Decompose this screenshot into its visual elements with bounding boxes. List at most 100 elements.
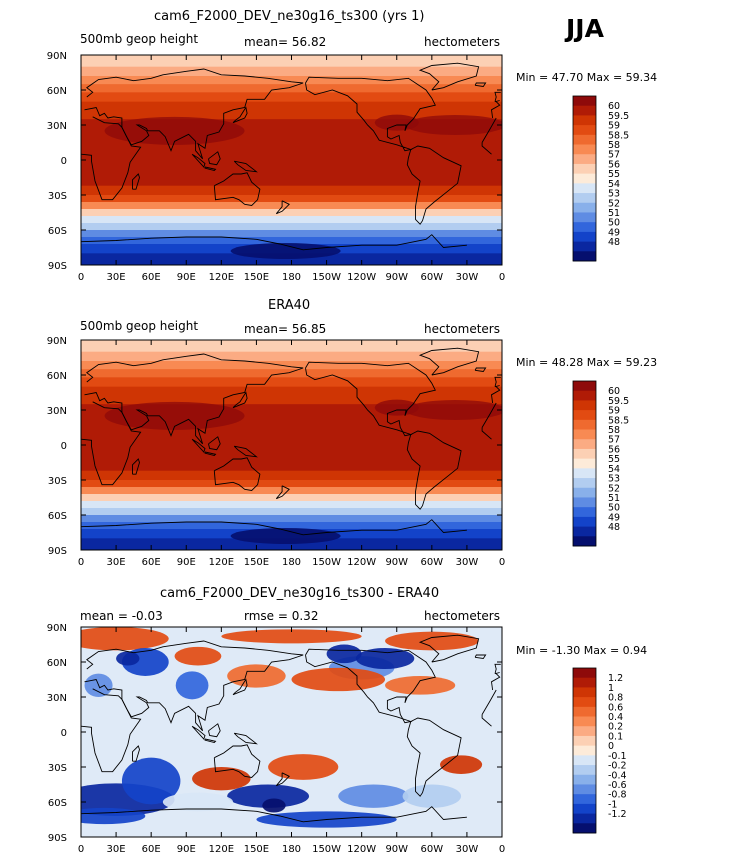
colorbar-label: 51 <box>608 493 620 504</box>
y-tick-label: 90N <box>47 336 67 347</box>
anomaly-blob <box>192 767 251 791</box>
colorbar-label: 57 <box>608 150 620 161</box>
colorbar-box <box>573 735 596 747</box>
panel2-minmax: Min = 48.28 Max = 59.23 <box>516 356 657 369</box>
colorbar-label: -0.6 <box>608 780 627 791</box>
colorbar-label: 50 <box>608 218 620 229</box>
y-tick-label: 90N <box>47 623 67 634</box>
y-tick-label: 90S <box>48 546 67 557</box>
x-tick-label: 120E <box>209 272 234 283</box>
colorbar-label: 48 <box>608 237 620 248</box>
coastline <box>233 732 258 745</box>
colorbar-box <box>573 794 596 805</box>
y-tick-label: 0 <box>61 156 67 167</box>
colorbar-box <box>573 716 596 727</box>
colorbar-label: 1.2 <box>608 673 623 684</box>
zonal-band <box>81 515 502 523</box>
x-tick-label: 30W <box>456 272 479 283</box>
coastline <box>275 200 290 215</box>
colorbar-box <box>573 774 596 785</box>
colorbar-box <box>573 144 596 155</box>
colorbar-label: 0.1 <box>608 731 623 742</box>
x-tick-label: 90W <box>385 844 408 855</box>
colorbar-label: 60 <box>608 101 620 112</box>
x-tick-label: 30W <box>456 844 479 855</box>
anomaly-blob <box>174 646 222 666</box>
coastline <box>406 145 462 225</box>
x-tick-label: 30E <box>107 557 126 568</box>
x-tick-label: 180 <box>282 272 301 283</box>
zonal-band <box>81 202 502 210</box>
zonal-band <box>81 101 502 112</box>
colorbar-box <box>573 687 596 698</box>
x-tick-label: 0 <box>78 557 84 568</box>
colorbar-box <box>573 96 596 107</box>
coastline <box>406 430 462 510</box>
colorbar-label: -1 <box>608 799 617 810</box>
anomaly-blob <box>291 667 386 692</box>
colorbar-box <box>573 183 596 194</box>
colorbar-box <box>573 241 596 252</box>
y-tick-label: 60S <box>48 798 67 809</box>
panel1-units-label: hectometers <box>424 35 500 49</box>
zonal-band <box>81 522 502 530</box>
panel2-left-label: 500mb geop height <box>80 319 199 333</box>
panel1-map: 0 30E 60E 90E 120E 150E 180 150W 120W 90W 60W 30W 09… <box>47 51 629 283</box>
x-tick-label: 150W <box>312 844 341 855</box>
panel3-rmse-label: rmse = 0.32 <box>244 609 319 623</box>
antarctic-low <box>230 528 341 544</box>
y-tick-label: 90S <box>48 833 67 844</box>
colorbar-box <box>573 726 596 737</box>
anomaly-blob <box>175 671 209 700</box>
y-tick-label: 30N <box>47 693 67 704</box>
x-tick-label: 120E <box>209 844 234 855</box>
na-high <box>374 114 419 131</box>
colorbar-box <box>573 803 596 814</box>
colorbar-box <box>573 706 596 717</box>
x-tick-label: 60E <box>142 844 161 855</box>
coastline <box>81 234 467 251</box>
colorbar-label: -1.2 <box>608 809 627 820</box>
coastline <box>132 173 140 190</box>
zonal-band <box>81 111 502 120</box>
zonal-band <box>81 445 502 460</box>
coastline <box>494 91 501 103</box>
y-tick-label: 60N <box>47 658 67 669</box>
atlantic-high <box>405 115 502 135</box>
panel2-map: 0 30E 60E 90E 120E 150E 180 150W 120W 90W 60W 30W 09… <box>47 336 629 568</box>
x-tick-label: 150E <box>244 844 269 855</box>
colorbar-label: 54 <box>608 464 620 475</box>
coastline <box>418 62 480 91</box>
coastline <box>474 367 487 372</box>
zonal-band <box>81 377 502 388</box>
colorbar-frame <box>572 95 597 262</box>
zonal-band <box>81 119 502 128</box>
x-tick-label: 90E <box>177 557 196 568</box>
panel2-title: ERA40 <box>268 298 311 313</box>
asia-high <box>104 116 245 145</box>
colorbar-label: 0 <box>608 741 614 752</box>
coastline <box>204 738 217 743</box>
x-tick-label: 60W <box>421 272 444 283</box>
colorbar-label: 0.4 <box>608 712 623 723</box>
coastline <box>81 519 467 536</box>
coastline <box>84 353 501 445</box>
zonal-band <box>81 404 502 413</box>
x-tick-label: 30W <box>456 557 479 568</box>
coastline <box>233 445 258 458</box>
x-tick-label: 180 <box>282 557 301 568</box>
colorbar-box <box>573 526 596 537</box>
zonal-band <box>81 369 502 378</box>
colorbar-box <box>573 390 596 401</box>
colorbar-box <box>573 765 596 776</box>
anomaly-blob <box>81 627 169 651</box>
colorbar-box <box>573 536 596 547</box>
zonal-band <box>81 508 502 516</box>
colorbar-box <box>573 202 596 213</box>
coastline <box>213 457 261 491</box>
panel3-max: Max = 0.94 <box>583 644 648 657</box>
coastline <box>418 347 480 376</box>
coastline <box>81 688 497 773</box>
panel1-min: Min = 47.70 <box>516 71 584 84</box>
coastline <box>233 160 258 173</box>
